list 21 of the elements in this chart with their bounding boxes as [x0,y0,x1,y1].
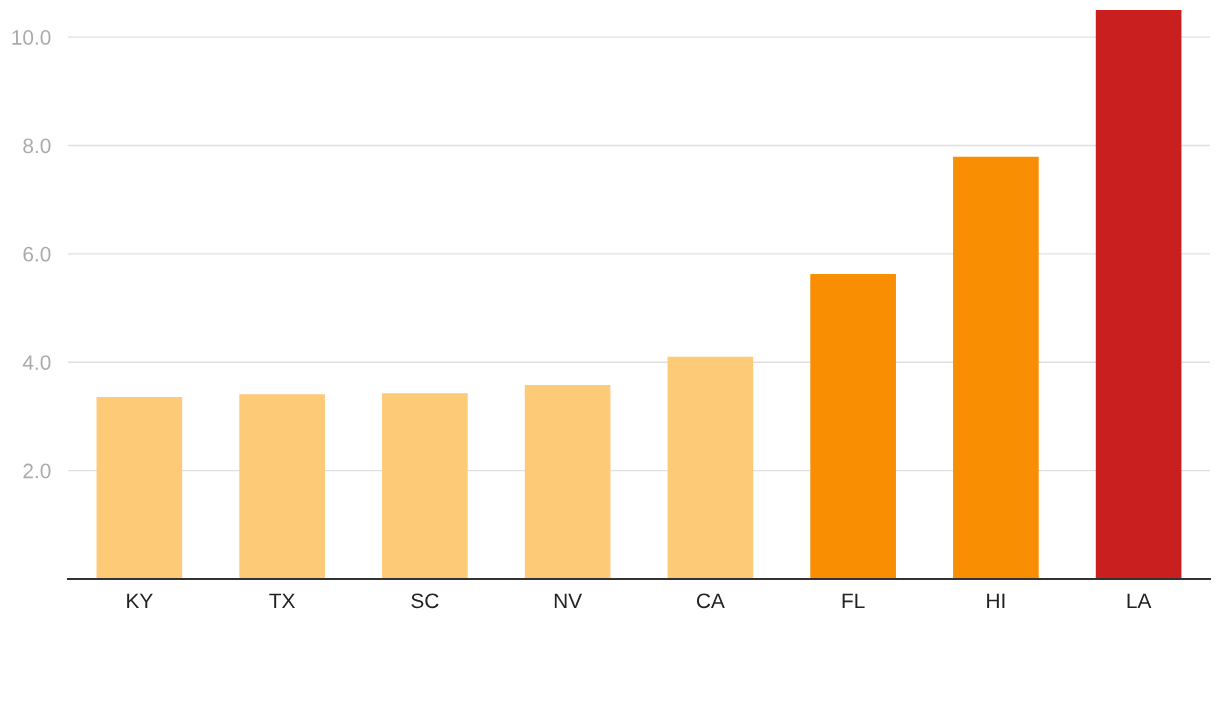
y-tick-label: 10.0 [12,30,51,45]
bar [239,394,325,579]
x-tick-label: FL [842,593,865,608]
x-tick-label: NV [554,593,582,608]
x-tick-label: CA [696,593,725,609]
bar [1095,10,1182,579]
x-tick-label: TX [269,593,295,608]
y-tick-label: 6.0 [23,246,51,262]
bar [953,156,1039,579]
bar [667,356,754,579]
y-tick-label: 8.0 [23,138,51,154]
bar [524,385,611,579]
y-tick-label: 2.0 [23,463,51,479]
x-tick-label: LA [1127,593,1152,608]
bar [96,396,183,579]
y-tick-label: 4.0 [22,355,51,370]
bar [810,273,896,579]
x-tick-label: HI [987,593,1005,608]
x-tick-label: SC [411,593,439,609]
x-tick-label: KY [127,593,153,608]
bar [382,393,468,579]
